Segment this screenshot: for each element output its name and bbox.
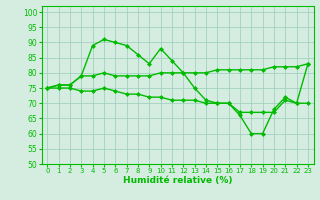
X-axis label: Humidité relative (%): Humidité relative (%) <box>123 176 232 185</box>
